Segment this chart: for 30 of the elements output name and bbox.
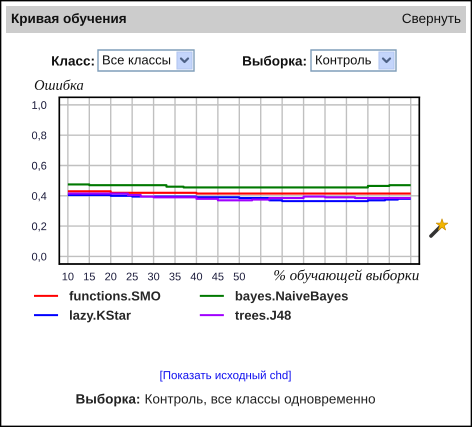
y-tick-label: 0,8 bbox=[32, 131, 46, 141]
text: [Показать исходный chd] bbox=[160, 370, 291, 382]
y-axis-title: Ошибка bbox=[34, 79, 84, 90]
y-tick-label: 0,2 bbox=[32, 222, 46, 232]
text: Класс: bbox=[52, 56, 94, 66]
legend-label: trees.J48 bbox=[235, 310, 291, 320]
text: Свернуть bbox=[402, 14, 460, 26]
x-tick-label: 25 bbox=[126, 272, 138, 280]
x-tick-label: 20 bbox=[105, 272, 116, 280]
text: Контроль, все классы одновременно bbox=[146, 394, 375, 406]
x-axis-title: % обучающей выборки bbox=[274, 269, 419, 284]
chart-title: Кривая обучения bbox=[12, 13, 126, 26]
y-tick-label: 0,0 bbox=[32, 252, 46, 262]
x-tick-label: 10 bbox=[62, 272, 74, 280]
legend-label: functions.SMO bbox=[69, 291, 160, 301]
y-tick-label: 1,0 bbox=[32, 101, 46, 110]
legend-label: lazy.KStar bbox=[70, 310, 131, 322]
text: Выборка: bbox=[243, 56, 306, 68]
text: Контроль bbox=[316, 55, 371, 68]
x-tick-label: 40 bbox=[190, 272, 202, 280]
x-tick-label: 35 bbox=[169, 272, 181, 280]
x-tick-label: 30 bbox=[148, 272, 160, 280]
x-tick-label: 45 bbox=[212, 272, 224, 280]
x-tick-label: 15 bbox=[84, 272, 95, 280]
y-tick-label: 0,4 bbox=[32, 192, 46, 202]
text: Все классы bbox=[103, 55, 170, 64]
text: Выборка: bbox=[76, 394, 140, 406]
x-tick-label: 50 bbox=[234, 272, 245, 280]
y-tick-label: 0,6 bbox=[32, 162, 46, 171]
legend-label: bayes.NaiveBayes bbox=[236, 291, 348, 304]
